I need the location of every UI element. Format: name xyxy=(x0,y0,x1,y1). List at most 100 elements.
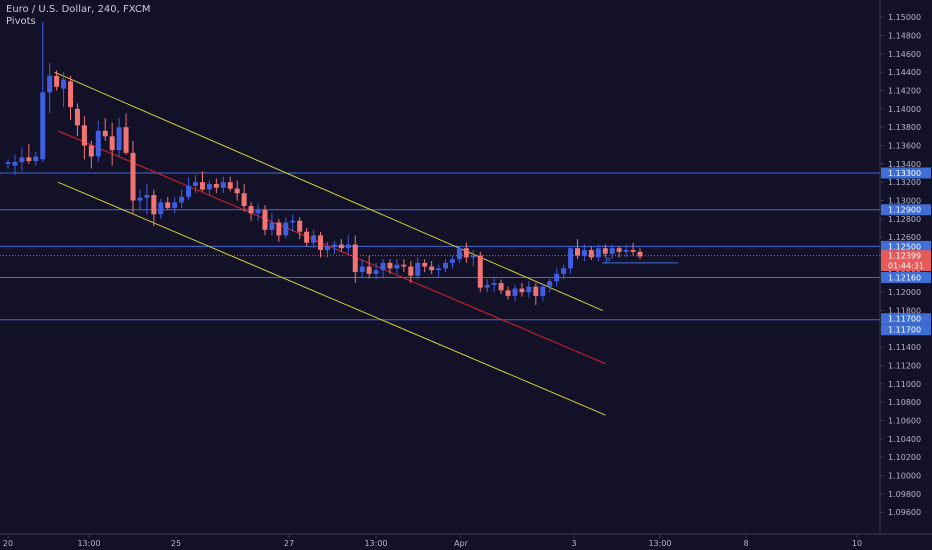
regression-channel xyxy=(54,71,606,416)
y-tick-label: 1.11400 xyxy=(888,343,921,352)
axis-tag-level_5b xyxy=(881,324,931,336)
candle-body-52 xyxy=(366,266,372,274)
candle-body-23 xyxy=(165,202,171,208)
pivot-marker: P xyxy=(602,257,678,267)
y-tick-label: 1.12000 xyxy=(888,288,921,297)
y-tick-label: 1.10000 xyxy=(888,472,921,481)
candle-body-9 xyxy=(68,81,74,108)
candle-body-28 xyxy=(199,182,205,190)
candle-body-34 xyxy=(241,193,247,207)
axis-tag-label-level_3: 1.12500 xyxy=(888,242,921,251)
y-tick-label: 1.14800 xyxy=(888,32,921,41)
candle-body-49 xyxy=(345,244,351,249)
candle-body-64 xyxy=(449,259,455,263)
y-tick-label: 1.12600 xyxy=(888,233,921,242)
channel-upper-line xyxy=(54,71,603,312)
candle-body-10 xyxy=(74,108,80,126)
candle-body-16 xyxy=(116,127,122,151)
y-tick-label: 1.13600 xyxy=(888,142,921,151)
candle-body-35 xyxy=(248,206,254,214)
y-tick-label: 1.12800 xyxy=(888,215,921,224)
candle-body-80 xyxy=(561,268,567,274)
x-tick-label: Apr xyxy=(454,539,469,548)
candle-body-4 xyxy=(33,156,39,162)
x-tick-label: 3 xyxy=(571,539,576,548)
candle-body-78 xyxy=(547,281,553,287)
candle-body-66 xyxy=(463,248,469,258)
candle-body-2 xyxy=(19,157,25,163)
y-tick-label: 1.10400 xyxy=(888,435,921,444)
x-tick-label: 27 xyxy=(284,539,294,548)
candle-body-20 xyxy=(144,195,150,198)
indicator-label[interactable]: Pivots xyxy=(6,16,36,27)
candle-body-39 xyxy=(276,222,282,236)
candle-body-7 xyxy=(54,75,60,87)
candle-body-54 xyxy=(380,262,386,271)
candle-body-61 xyxy=(429,266,435,271)
candle-body-70 xyxy=(491,283,497,285)
axis-tag-level_4 xyxy=(881,272,931,284)
axis-tag-countdown xyxy=(881,260,931,272)
candle-body-12 xyxy=(88,145,94,157)
candle-body-5 xyxy=(40,92,46,160)
candle-body-17 xyxy=(123,127,129,153)
axis-tag-label-countdown: 01:44:31 xyxy=(888,262,924,271)
axis-tag-label-level_4: 1.12160 xyxy=(888,274,921,283)
y-tick-label: 1.11000 xyxy=(888,380,921,389)
candle-body-14 xyxy=(102,130,108,137)
candle-body-18 xyxy=(130,152,136,201)
y-tick-label: 1.14200 xyxy=(888,87,921,96)
y-tick-label: 1.11200 xyxy=(888,362,921,371)
x-tick-label: 13:00 xyxy=(364,539,387,548)
candle-body-27 xyxy=(193,182,199,186)
candle-body-73 xyxy=(512,288,518,296)
candle-body-68 xyxy=(477,255,483,288)
axis-tag-level_2 xyxy=(881,204,931,216)
candle-body-75 xyxy=(526,286,532,293)
candle-body-45 xyxy=(318,235,324,251)
y-tick-label: 1.14400 xyxy=(888,68,921,77)
y-tick-label: 1.15000 xyxy=(888,13,921,22)
candle-body-67 xyxy=(470,255,476,258)
price-axis-tags: 1.13300 1.12900 1.12500 1.12160 1.1239901:44… xyxy=(881,167,931,336)
x-tick-label: 13:00 xyxy=(77,539,100,548)
candle-body-38 xyxy=(269,222,275,230)
candle-body-86 xyxy=(602,248,608,254)
candle-body-0 xyxy=(5,162,11,164)
candle-body-81 xyxy=(568,248,574,269)
axis-tag-level_1 xyxy=(881,167,931,179)
candle-body-69 xyxy=(484,284,490,288)
candle-body-89 xyxy=(623,250,629,252)
candle-body-33 xyxy=(234,188,240,194)
y-tick-label: 1.09600 xyxy=(888,508,921,517)
candle-body-40 xyxy=(283,222,289,236)
x-tick-label: 13:00 xyxy=(648,539,671,548)
candle-body-63 xyxy=(443,262,449,269)
candle-body-79 xyxy=(554,273,560,282)
symbol-title[interactable]: Euro / U.S. Dollar, 240, FXCM xyxy=(6,4,151,15)
candle-body-71 xyxy=(498,283,504,291)
candle-body-77 xyxy=(540,286,546,296)
candle-body-57 xyxy=(401,264,407,267)
candle-body-22 xyxy=(158,202,164,215)
candle-body-51 xyxy=(359,266,365,273)
candle-body-21 xyxy=(151,195,157,215)
candle-body-72 xyxy=(505,290,511,296)
x-tick-label: 10 xyxy=(852,539,862,548)
candle-body-8 xyxy=(61,79,67,89)
candle-body-60 xyxy=(422,262,428,267)
y-tick-label: 1.13800 xyxy=(888,123,921,132)
candle-body-30 xyxy=(213,184,219,188)
y-tick-label: 1.14000 xyxy=(888,105,921,114)
candle-body-3 xyxy=(26,157,32,162)
candle-body-91 xyxy=(637,251,643,257)
candle-body-13 xyxy=(95,130,101,157)
candle-body-29 xyxy=(206,184,212,190)
channel-lower-line xyxy=(57,181,606,416)
y-tick-label: 1.10800 xyxy=(888,398,921,407)
axis-tag-label-level_1: 1.13300 xyxy=(888,169,921,178)
time-axis[interactable]: 20 13:00 25 27 13:00 Apr 3 13:00 8 10 xyxy=(3,534,862,548)
axis-tag-price xyxy=(881,250,931,262)
